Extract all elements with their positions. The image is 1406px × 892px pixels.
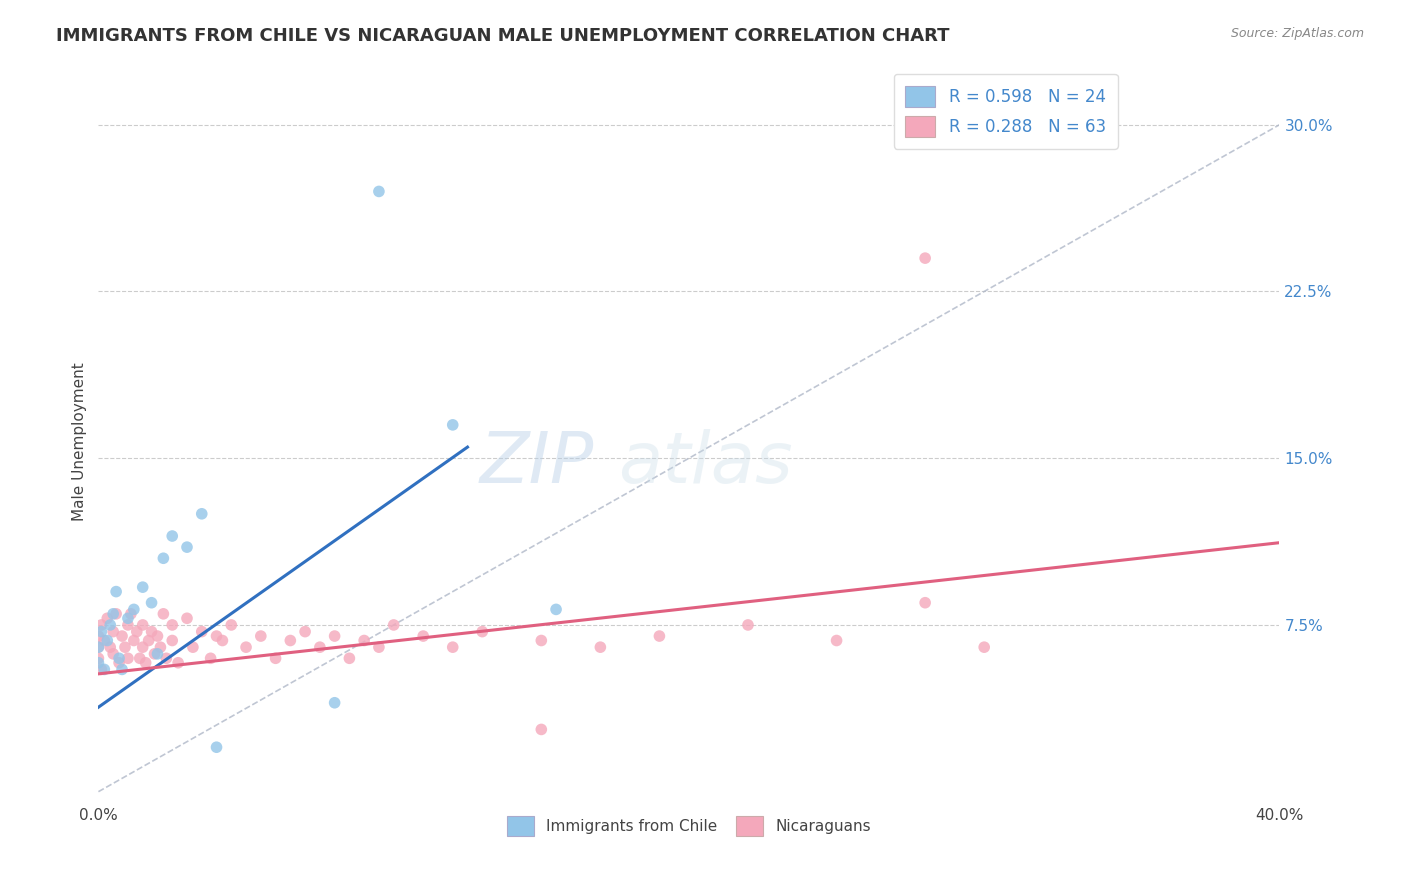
Point bbox=[471, 624, 494, 639]
Point bbox=[141, 624, 163, 639]
Point bbox=[117, 651, 139, 665]
Point bbox=[152, 551, 174, 566]
Text: Source: ZipAtlas.com: Source: ZipAtlas.com bbox=[1230, 27, 1364, 40]
Point bbox=[211, 633, 233, 648]
Point bbox=[114, 640, 136, 655]
Point bbox=[149, 640, 172, 655]
Point bbox=[368, 185, 391, 199]
Point bbox=[111, 629, 134, 643]
Point bbox=[103, 624, 125, 639]
Point bbox=[167, 656, 190, 670]
Point bbox=[191, 507, 214, 521]
Point bbox=[412, 629, 434, 643]
Point bbox=[90, 618, 112, 632]
Point bbox=[914, 596, 936, 610]
Point bbox=[181, 640, 204, 655]
Point bbox=[546, 602, 568, 616]
Point bbox=[914, 251, 936, 265]
Point bbox=[117, 618, 139, 632]
Point bbox=[162, 618, 183, 632]
Point bbox=[93, 633, 115, 648]
Point bbox=[441, 640, 464, 655]
Point bbox=[120, 607, 142, 621]
Point bbox=[221, 618, 243, 632]
Text: IMMIGRANTS FROM CHILE VS NICARAGUAN MALE UNEMPLOYMENT CORRELATION CHART: IMMIGRANTS FROM CHILE VS NICARAGUAN MALE… bbox=[56, 27, 949, 45]
Point bbox=[90, 624, 112, 639]
Point bbox=[87, 651, 110, 665]
Point bbox=[132, 580, 155, 594]
Point bbox=[98, 640, 121, 655]
Point bbox=[135, 656, 157, 670]
Point bbox=[87, 629, 110, 643]
Point bbox=[737, 618, 759, 632]
Point bbox=[111, 662, 134, 676]
Point bbox=[138, 633, 160, 648]
Point bbox=[280, 633, 302, 648]
Point bbox=[105, 607, 128, 621]
Point bbox=[103, 647, 125, 661]
Point bbox=[146, 647, 169, 661]
Point bbox=[205, 629, 228, 643]
Point bbox=[125, 624, 148, 639]
Point bbox=[368, 640, 391, 655]
Point bbox=[250, 629, 273, 643]
Point bbox=[122, 633, 145, 648]
Point bbox=[648, 629, 671, 643]
Point bbox=[441, 417, 464, 432]
Point bbox=[87, 656, 110, 670]
Point bbox=[200, 651, 222, 665]
Point bbox=[530, 633, 553, 648]
Point bbox=[339, 651, 361, 665]
Text: ZIP: ZIP bbox=[479, 429, 595, 498]
Point bbox=[191, 624, 214, 639]
Point bbox=[176, 611, 198, 625]
Point bbox=[162, 529, 183, 543]
Point bbox=[530, 723, 553, 737]
Point bbox=[98, 618, 121, 632]
Point bbox=[382, 618, 405, 632]
Point bbox=[353, 633, 375, 648]
Point bbox=[105, 584, 128, 599]
Point bbox=[825, 633, 848, 648]
Point bbox=[128, 651, 150, 665]
Point bbox=[264, 651, 287, 665]
Point bbox=[205, 740, 228, 755]
Point bbox=[90, 662, 112, 676]
Point bbox=[122, 602, 145, 616]
Point bbox=[108, 656, 131, 670]
Legend: Immigrants from Chile, Nicaraguans: Immigrants from Chile, Nicaraguans bbox=[501, 810, 877, 842]
Point bbox=[96, 633, 118, 648]
Point bbox=[973, 640, 995, 655]
Point bbox=[141, 596, 163, 610]
Point bbox=[132, 640, 155, 655]
Point bbox=[87, 640, 110, 655]
Point bbox=[96, 611, 118, 625]
Point bbox=[146, 629, 169, 643]
Point bbox=[323, 629, 346, 643]
Point bbox=[108, 651, 131, 665]
Point bbox=[143, 647, 166, 661]
Point bbox=[152, 607, 174, 621]
Point bbox=[294, 624, 316, 639]
Y-axis label: Male Unemployment: Male Unemployment bbox=[72, 362, 87, 521]
Point bbox=[323, 696, 346, 710]
Point bbox=[309, 640, 332, 655]
Text: atlas: atlas bbox=[619, 429, 793, 498]
Point bbox=[235, 640, 257, 655]
Point bbox=[589, 640, 612, 655]
Point bbox=[103, 607, 125, 621]
Point bbox=[93, 662, 115, 676]
Point bbox=[155, 651, 177, 665]
Point bbox=[117, 611, 139, 625]
Point bbox=[132, 618, 155, 632]
Point bbox=[162, 633, 183, 648]
Point bbox=[87, 640, 110, 655]
Point bbox=[176, 540, 198, 554]
